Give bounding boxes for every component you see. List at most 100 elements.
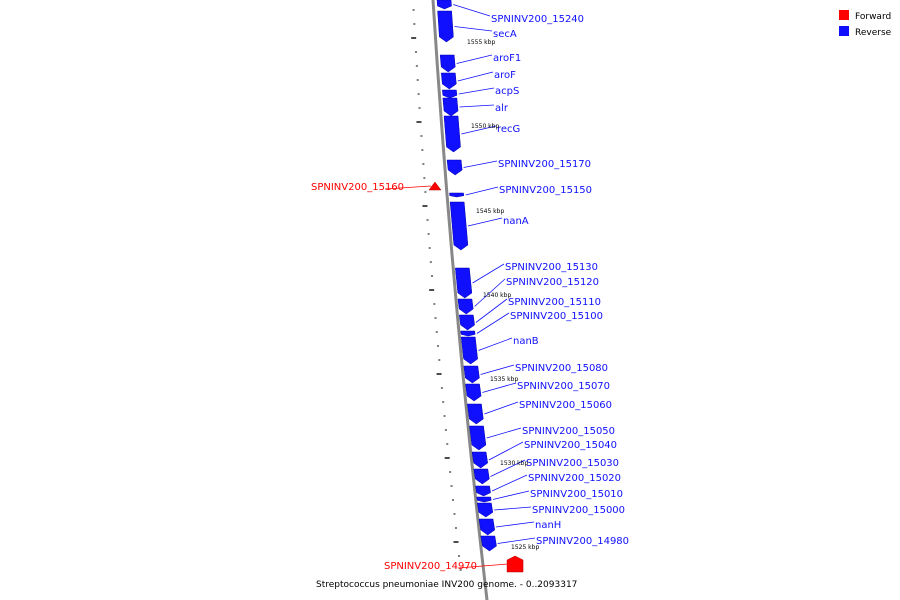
gene-label-alr[interactable]: alr bbox=[495, 103, 509, 114]
gene-feature-acpS[interactable] bbox=[442, 89, 458, 99]
gene-connector bbox=[453, 4, 491, 17]
gene-connector bbox=[476, 312, 510, 334]
kbp-tick-label: 1535 kbp bbox=[490, 376, 518, 383]
gene-connector bbox=[488, 441, 524, 461]
genome-backbone bbox=[431, 0, 489, 600]
gene-label-SPNINV200_15030[interactable]: SPNINV200_15030 bbox=[526, 458, 619, 469]
gene-feature-SPNINV200_15080[interactable] bbox=[463, 365, 480, 384]
kbp-tick-label: 1530 kbp bbox=[500, 460, 528, 467]
gene-label-SPNINV200_15120[interactable]: SPNINV200_15120 bbox=[506, 277, 599, 288]
minor-tick-marks bbox=[411, 9, 462, 571]
gene-feature-SPNINV200_15110[interactable] bbox=[459, 314, 475, 331]
gene-feature-SPNINV200_15240[interactable] bbox=[436, 0, 452, 10]
gene-connector bbox=[465, 186, 499, 196]
gene-label-nanB[interactable]: nanB bbox=[513, 336, 539, 347]
gene-feature-nanH[interactable] bbox=[478, 518, 496, 536]
gene-connector bbox=[478, 337, 513, 351]
gene-feature-nanB[interactable] bbox=[460, 336, 478, 365]
gene-connector bbox=[454, 26, 493, 32]
gene-label-secA[interactable]: secA bbox=[493, 29, 517, 40]
gene-feature-recG[interactable] bbox=[443, 115, 461, 153]
gene-connector bbox=[480, 364, 515, 375]
gene-connector bbox=[458, 87, 495, 95]
gene-features bbox=[428, 0, 524, 573]
legend-forward-swatch bbox=[839, 10, 849, 20]
gene-feature-SPNINV200_15150[interactable] bbox=[449, 192, 465, 198]
gene-feature-SPNINV200_15000[interactable] bbox=[477, 502, 494, 518]
gene-connector bbox=[495, 521, 535, 528]
gene-label-SPNINV200_15000[interactable]: SPNINV200_15000 bbox=[532, 505, 625, 516]
gene-label-SPNINV200_15170[interactable]: SPNINV200_15170 bbox=[498, 159, 591, 170]
gene-label-SPNINV200_15050[interactable]: SPNINV200_15050 bbox=[522, 426, 615, 437]
gene-label-SPNINV200_15040[interactable]: SPNINV200_15040 bbox=[524, 440, 617, 451]
gene-feature-SPNINV200_15070[interactable] bbox=[465, 383, 482, 402]
gene-labels: SPNINV200_15240 secA aroF1 aroF acpS alr recG S… bbox=[311, 4, 629, 572]
gene-connector bbox=[492, 490, 530, 500]
gene-feature-SPNINV200_15050[interactable] bbox=[469, 425, 487, 451]
gene-label-acpS[interactable]: acpS bbox=[495, 86, 519, 97]
gene-label-SPNINV200_15070[interactable]: SPNINV200_15070 bbox=[517, 381, 610, 392]
kbp-tick-label: 1555 kbp bbox=[467, 39, 495, 46]
gene-feature-SPNINV200_15010[interactable] bbox=[476, 496, 492, 503]
gene-label-aroF1[interactable]: aroF1 bbox=[493, 53, 521, 64]
gene-label-SPNINV200_15010[interactable]: SPNINV200_15010 bbox=[530, 489, 623, 500]
gene-label-SPNINV200_15130[interactable]: SPNINV200_15130 bbox=[505, 262, 598, 273]
gene-feature-SPNINV200_15060[interactable] bbox=[467, 403, 484, 425]
gene-label-SPNINV200_15110[interactable]: SPNINV200_15110 bbox=[508, 297, 601, 308]
gene-feature-nanA[interactable] bbox=[449, 201, 469, 251]
gene-connector bbox=[461, 125, 497, 135]
gene-connector bbox=[457, 563, 508, 569]
gene-label-SPNINV200_15150[interactable]: SPNINV200_15150 bbox=[499, 185, 592, 196]
gene-label-SPNINV200_14970[interactable]: SPNINV200_14970 bbox=[384, 561, 477, 572]
legend-reverse-label: Reverse bbox=[855, 28, 892, 38]
map-caption: Streptococcus pneumoniae INV200 genome. … bbox=[316, 580, 577, 590]
kbp-tick-label: 1550 kbp bbox=[471, 123, 499, 130]
gene-label-SPNINV200_15240[interactable]: SPNINV200_15240 bbox=[491, 14, 584, 25]
gene-label-SPNINV200_15100[interactable]: SPNINV200_15100 bbox=[510, 311, 603, 322]
gene-feature-SPNINV200_15160[interactable] bbox=[428, 181, 442, 191]
gene-feature-SPNINV200_15130[interactable] bbox=[455, 267, 473, 299]
gene-connector bbox=[463, 160, 498, 168]
gene-label-SPNINV200_15080[interactable]: SPNINV200_15080 bbox=[515, 363, 608, 374]
gene-feature-SPNINV200_15030[interactable] bbox=[473, 468, 490, 485]
gene-feature-SPNINV200_15120[interactable] bbox=[457, 298, 474, 315]
gene-connector bbox=[482, 382, 517, 393]
gene-feature-SPNINV200_15100[interactable] bbox=[460, 330, 476, 337]
legend: Forward Reverse bbox=[839, 10, 892, 38]
legend-forward-label: Forward bbox=[855, 12, 891, 22]
gene-feature-alr[interactable] bbox=[442, 97, 459, 117]
gene-connector bbox=[459, 104, 495, 108]
gene-label-aroF[interactable]: aroF bbox=[494, 70, 516, 81]
gene-feature-SPNINV200_14970[interactable] bbox=[506, 555, 524, 573]
gene-connector bbox=[486, 427, 522, 439]
gene-connector bbox=[472, 263, 505, 284]
gene-label-SPNINV200_15160[interactable]: SPNINV200_15160 bbox=[311, 182, 404, 193]
kbp-tick-label: 1545 kbp bbox=[476, 208, 504, 215]
gene-feature-aroF[interactable] bbox=[441, 72, 457, 90]
gene-label-SPNINV200_15020[interactable]: SPNINV200_15020 bbox=[528, 473, 621, 484]
gene-connector bbox=[474, 278, 506, 307]
gene-label-nanA[interactable]: nanA bbox=[503, 216, 529, 227]
gene-label-recG[interactable]: recG bbox=[497, 124, 520, 135]
gene-label-SPNINV200_15060[interactable]: SPNINV200_15060 bbox=[519, 400, 612, 411]
gene-connector bbox=[484, 401, 519, 415]
gene-connector bbox=[384, 185, 431, 190]
gene-connector bbox=[491, 474, 528, 492]
gene-connector bbox=[457, 71, 494, 82]
gene-label-SPNINV200_14980[interactable]: SPNINV200_14980 bbox=[536, 536, 629, 547]
kbp-tick-labels: 1555 kbp 1550 kbp 1545 kbp 1540 kbp 1535 kbp… bbox=[467, 39, 539, 551]
gene-connector bbox=[456, 54, 493, 64]
gene-feature-SPNINV200_14980[interactable] bbox=[480, 535, 497, 552]
legend-reverse-swatch bbox=[839, 26, 849, 36]
gene-feature-SPNINV200_15020[interactable] bbox=[475, 485, 491, 497]
kbp-tick-label: 1540 kbp bbox=[483, 292, 511, 299]
gene-connector bbox=[467, 217, 503, 227]
gene-feature-aroF1[interactable] bbox=[439, 54, 456, 73]
kbp-tick-label: 1525 kbp bbox=[511, 544, 539, 551]
gene-feature-SPNINV200_15040[interactable] bbox=[471, 451, 488, 469]
gene-feature-secA[interactable] bbox=[437, 10, 454, 43]
gene-feature-SPNINV200_15170[interactable] bbox=[446, 159, 463, 176]
gene-connector bbox=[497, 537, 536, 544]
gene-label-nanH[interactable]: nanH bbox=[535, 520, 561, 531]
